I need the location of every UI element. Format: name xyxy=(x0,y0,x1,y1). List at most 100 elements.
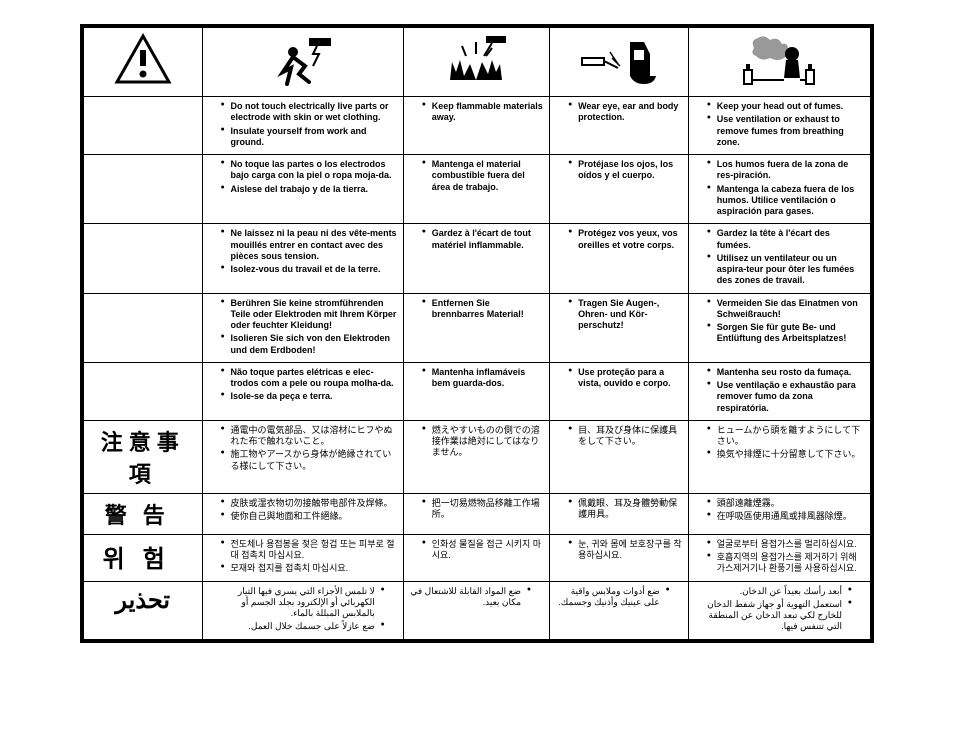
bullet-item: Isole-se da peça e terra. xyxy=(221,391,397,402)
bullet-item: Use proteção para a vista, ouvido e corp… xyxy=(568,367,682,390)
bullet-list: Não toque partes elétricas e elec-trodos… xyxy=(209,367,397,403)
bullet-item: Keep flammable materials away. xyxy=(422,101,543,124)
bullet-list: ضع أدوات وملابس واقية على عينيك وأذنيك و… xyxy=(556,586,682,609)
bullet-item: 인화성 물질을 접근 시키지 마시요. xyxy=(422,539,543,562)
header-eye-icon-cell xyxy=(550,26,689,97)
bullet-list: 인화성 물질을 접근 시키지 마시요. xyxy=(410,539,543,562)
table-row: Do not touch electrically live parts or … xyxy=(82,97,872,155)
bullet-list: Use proteção para a vista, ouvido e corp… xyxy=(556,367,682,390)
warning-cell: Não toque partes elétricas e elec-trodos… xyxy=(202,362,403,420)
header-fumes-icon-cell xyxy=(688,26,872,97)
bullet-item: 把一切易燃物品移離工作場所。 xyxy=(422,498,543,521)
bullet-item: Do not touch electrically live parts or … xyxy=(221,101,397,124)
bullet-item: 皮肤或湿衣物切勿接触带电部件及焊條。 xyxy=(221,498,397,509)
bullet-item: 전도체나 용접봉을 젖은 헝겁 또는 피부로 절대 접촉치 마십시요. xyxy=(221,539,397,562)
bullet-list: Gardez à l'écart de tout matériel inflam… xyxy=(410,228,543,251)
table-row: 警告 皮肤或湿衣物切勿接触带电部件及焊條。使你自己與地面和工件絕緣。 把一切易燃物品… xyxy=(82,493,872,534)
bullet-list: Wear eye, ear and body protection. xyxy=(556,101,682,124)
warning-cell: Los humos fuera de la zona de res-piraci… xyxy=(688,155,872,224)
fumes-icon xyxy=(734,32,824,87)
icon-header-row xyxy=(82,26,872,97)
bullet-item: Tragen Sie Augen-, Ohren- und Kör-persch… xyxy=(568,298,682,332)
warning-cell: 把一切易燃物品移離工作場所。 xyxy=(403,493,549,534)
eye-protection-icon xyxy=(574,32,664,87)
bullet-list: Mantenha seu rosto da fumaça.Use ventila… xyxy=(695,367,864,414)
row-heading: تحذير xyxy=(82,581,202,641)
warning-cell: ヒュームから頭を離すようにして下さい。換気や排煙に十分留意して下さい。 xyxy=(688,420,872,493)
warning-cell: Do not touch electrically live parts or … xyxy=(202,97,403,155)
warning-cell: 인화성 물질을 접근 시키지 마시요. xyxy=(403,534,549,581)
warning-cell: ضع أدوات وملابس واقية على عينيك وأذنيك و… xyxy=(550,581,689,641)
bullet-list: Tragen Sie Augen-, Ohren- und Kör-persch… xyxy=(556,298,682,332)
bullet-item: استعمل التهوية أو جهاز شفط الدخان للخارج… xyxy=(695,599,852,633)
warning-cell: Mantenha seu rosto da fumaça.Use ventila… xyxy=(688,362,872,420)
table-row: 注意事項通電中の電気部品、又は溶材にヒフやぬれた布で触れないこと。施工物やアース… xyxy=(82,420,872,493)
bullet-item: ضع عازلاً على جسمك خلال العمل. xyxy=(209,621,385,632)
bullet-item: 燃えやすいものの側での溶接作業は絶対にしてはなりません。 xyxy=(422,425,543,459)
row-heading xyxy=(82,155,202,224)
warning-cell: Wear eye, ear and body protection. xyxy=(550,97,689,155)
bullet-item: 施工物やアースから身体が絶縁されている様にして下さい。 xyxy=(221,449,397,472)
bullet-list: ضع المواد القابلة للاشتعال في مكان بعيد. xyxy=(410,586,543,609)
row-heading xyxy=(82,97,202,155)
warning-cell: No toque las partes o los electrodos baj… xyxy=(202,155,403,224)
header-fire-icon-cell xyxy=(403,26,549,97)
bullet-list: ヒュームから頭を離すようにして下さい。換気や排煙に十分留意して下さい。 xyxy=(695,425,864,461)
bullet-list: لا تلمس الأجزاء التي يسري فيها التيار ال… xyxy=(209,586,397,633)
warning-cell: 눈, 귀와 몸에 보호장구를 착용하십시요. xyxy=(550,534,689,581)
bullet-list: 전도체나 용접봉을 젖은 헝겁 또는 피부로 절대 접촉치 마십시요.모재와 접… xyxy=(209,539,397,575)
bullet-item: 使你自己與地面和工件絕緣。 xyxy=(221,511,397,522)
bullet-item: Mantenha inflamáveis bem guarda-dos. xyxy=(422,367,543,390)
warning-cell: Mantenha inflamáveis bem guarda-dos. xyxy=(403,362,549,420)
safety-table: Do not touch electrically live parts or … xyxy=(80,24,874,643)
safety-warning-page: Do not touch electrically live parts or … xyxy=(0,0,954,683)
bullet-item: Ne laissez ni la peau ni des vête-ments … xyxy=(221,228,397,262)
row-heading: 警告 xyxy=(82,493,202,534)
table-row: Não toque partes elétricas e elec-trodos… xyxy=(82,362,872,420)
table-row: Berühren Sie keine stromführenden Teile … xyxy=(82,293,872,362)
bullet-item: 換気や排煙に十分留意して下さい。 xyxy=(707,449,864,460)
warning-triangle-icon xyxy=(113,32,173,87)
bullet-item: 通電中の電気部品、又は溶材にヒフやぬれた布で触れないこと。 xyxy=(221,425,397,448)
bullet-item: Mantenga el material combustible fuera d… xyxy=(422,159,543,193)
bullet-item: Los humos fuera de la zona de res-piraci… xyxy=(707,159,864,182)
bullet-item: Use ventilation or exhaust to remove fum… xyxy=(707,114,864,148)
bullet-list: Mantenha inflamáveis bem guarda-dos. xyxy=(410,367,543,390)
warning-cell: 燃えやすいものの側での溶接作業は絶対にしてはなりません。 xyxy=(403,420,549,493)
bullet-item: Entfernen Sie brennbarres Material! xyxy=(422,298,543,321)
bullet-item: Insulate yourself from work and ground. xyxy=(221,126,397,149)
table-row: 위험전도체나 용접봉을 젖은 헝겁 또는 피부로 절대 접촉치 마십시요.모재와… xyxy=(82,534,872,581)
bullet-list: 目、耳及び身体に保護具をして下さい。 xyxy=(556,425,682,448)
warning-cell: Berühren Sie keine stromführenden Teile … xyxy=(202,293,403,362)
bullet-list: 燃えやすいものの側での溶接作業は絶対にしてはなりません。 xyxy=(410,425,543,459)
warning-cell: Use proteção para a vista, ouvido e corp… xyxy=(550,362,689,420)
bullet-item: 佩戴眼、耳及身體勞動保護用具。 xyxy=(568,498,682,521)
bullet-item: ヒュームから頭を離すようにして下さい。 xyxy=(707,425,864,448)
warning-cell: Entfernen Sie brennbarres Material! xyxy=(403,293,549,362)
bullet-item: Gardez à l'écart de tout matériel inflam… xyxy=(422,228,543,251)
row-heading xyxy=(82,362,202,420)
bullet-list: 佩戴眼、耳及身體勞動保護用具。 xyxy=(556,498,682,521)
bullet-item: 얼굴로부터 용접가스를 멀리하십시요. xyxy=(707,539,864,550)
warning-cell: Vermeiden Sie das Einatmen von Schweißra… xyxy=(688,293,872,362)
warning-cell: Tragen Sie Augen-, Ohren- und Kör-persch… xyxy=(550,293,689,362)
bullet-item: No toque las partes o los electrodos baj… xyxy=(221,159,397,182)
warning-cell: أبعد رأسك بعيداً عن الدخان. استعمل التهوي… xyxy=(688,581,872,641)
bullet-item: أبعد رأسك بعيداً عن الدخان. xyxy=(695,586,852,597)
bullet-list: 把一切易燃物品移離工作場所。 xyxy=(410,498,543,521)
bullet-item: Keep your head out of fumes. xyxy=(707,101,864,112)
row-heading: 注意事項 xyxy=(82,420,202,493)
bullet-item: 눈, 귀와 몸에 보호장구를 착용하십시요. xyxy=(568,539,682,562)
bullet-list: Ne laissez ni la peau ni des vête-ments … xyxy=(209,228,397,275)
bullet-item: Sorgen Sie für gute Be- und Entlüftung d… xyxy=(707,322,864,345)
electric-shock-icon xyxy=(263,32,343,87)
warning-cell: 佩戴眼、耳及身體勞動保護用具。 xyxy=(550,493,689,534)
warning-cell: Gardez la tête à l'écart des fumées.Util… xyxy=(688,224,872,293)
bullet-item: Aislese del trabajo y de la tierra. xyxy=(221,184,397,195)
bullet-item: Mantenga la cabeza fuera de los humos. U… xyxy=(707,184,864,218)
bullet-item: لا تلمس الأجزاء التي يسري فيها التيار ال… xyxy=(209,586,385,620)
bullet-list: Vermeiden Sie das Einatmen von Schweißra… xyxy=(695,298,864,345)
bullet-item: ضع المواد القابلة للاشتعال في مكان بعيد. xyxy=(410,586,531,609)
bullet-list: أبعد رأسك بعيداً عن الدخان. استعمل التهوي… xyxy=(695,586,864,633)
warning-cell: Keep flammable materials away. xyxy=(403,97,549,155)
